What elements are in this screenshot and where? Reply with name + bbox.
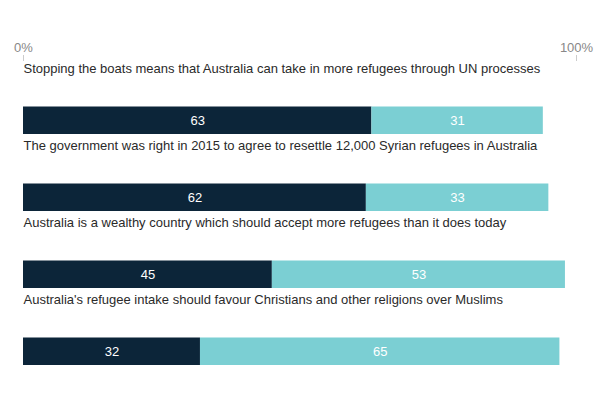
- svg-text:53: 53: [412, 267, 426, 282]
- svg-text:Stopping the boats means that: Stopping the boats means that Australia …: [24, 61, 541, 76]
- svg-text:Australia's refugee intake sho: Australia's refugee intake should favour…: [24, 292, 504, 307]
- svg-text:100%: 100%: [560, 40, 594, 55]
- svg-text:0%: 0%: [14, 40, 33, 55]
- svg-text:62: 62: [188, 190, 202, 205]
- svg-text:31: 31: [450, 113, 464, 128]
- svg-text:65: 65: [373, 344, 387, 359]
- svg-text:63: 63: [190, 113, 204, 128]
- svg-text:33: 33: [450, 190, 464, 205]
- svg-text:45: 45: [141, 267, 155, 282]
- svg-text:The government was right in 20: The government was right in 2015 to agre…: [24, 138, 539, 153]
- svg-text:Australia is a wealthy country: Australia is a wealthy country which sho…: [24, 215, 507, 230]
- svg-text:32: 32: [105, 344, 119, 359]
